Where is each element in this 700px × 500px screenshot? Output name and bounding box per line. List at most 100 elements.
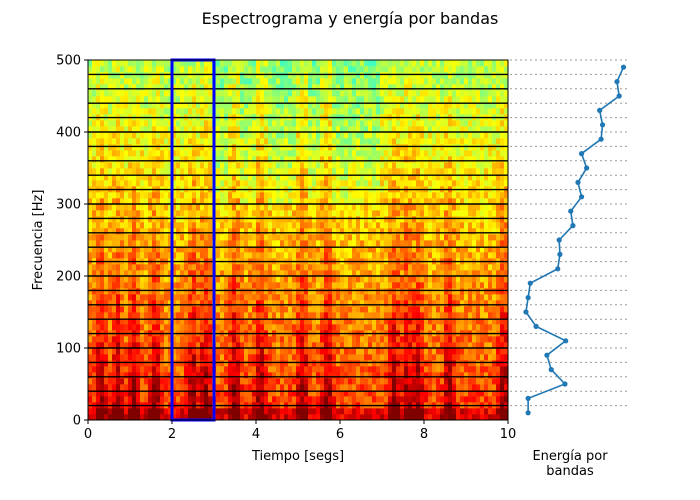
spectrogram-cell	[204, 210, 209, 217]
spectrogram-cell	[172, 384, 177, 391]
spectrogram-cell	[312, 282, 317, 289]
spectrogram-cell	[332, 132, 337, 139]
spectrogram-cell	[224, 126, 229, 133]
spectrogram-cell	[160, 396, 165, 403]
spectrogram-cell	[416, 306, 421, 313]
spectrogram-cell	[220, 360, 225, 367]
spectrogram-cell	[260, 390, 265, 397]
spectrogram-cell	[400, 318, 405, 325]
spectrogram-cell	[172, 276, 177, 283]
spectrogram-cell	[392, 372, 397, 379]
spectrogram-cell	[268, 342, 273, 349]
spectrogram-cell	[240, 66, 245, 73]
spectrogram-cell	[276, 210, 281, 217]
spectrogram-cell	[88, 246, 93, 253]
spectrogram-cell	[96, 372, 101, 379]
spectrogram-cell	[176, 216, 181, 223]
spectrogram-cell	[244, 270, 249, 277]
spectrogram-cell	[244, 372, 249, 379]
spectrogram-cell	[100, 180, 105, 187]
spectrogram-cell	[284, 306, 289, 313]
spectrogram-cell	[292, 180, 297, 187]
spectrogram-cell	[336, 252, 341, 259]
spectrogram-cell	[156, 60, 161, 67]
spectrogram-cell	[216, 414, 221, 421]
spectrogram-cell	[296, 276, 301, 283]
spectrogram-cell	[236, 360, 241, 367]
spectrogram-cell	[380, 138, 385, 145]
spectrogram-cell	[96, 132, 101, 139]
spectrogram-cell	[308, 150, 313, 157]
spectrogram-cell	[120, 78, 125, 85]
spectrogram-cell	[176, 78, 181, 85]
spectrogram-cell	[280, 228, 285, 235]
spectrogram-cell	[244, 234, 249, 241]
spectrogram-cell	[284, 162, 289, 169]
spectrogram-cell	[200, 204, 205, 211]
spectrogram-cell	[244, 336, 249, 343]
spectrogram-cell	[416, 192, 421, 199]
spectrogram-cell	[284, 108, 289, 115]
spectrogram-cell	[276, 414, 281, 421]
spectrogram-cell	[356, 282, 361, 289]
spectrogram-cell	[352, 366, 357, 373]
spectrogram-cell	[152, 240, 157, 247]
spectrogram-cell	[196, 312, 201, 319]
spectrogram-cell	[228, 414, 233, 421]
spectrogram-cell	[100, 324, 105, 331]
spectrogram-cell	[116, 246, 121, 253]
spectrogram-cell	[364, 276, 369, 283]
spectrogram-cell	[260, 234, 265, 241]
spectrogram-cell	[140, 318, 145, 325]
spectrogram-cell	[92, 360, 97, 367]
spectrogram-cell	[168, 210, 173, 217]
spectrogram-cell	[156, 342, 161, 349]
spectrogram-cell	[296, 78, 301, 85]
spectrogram-cell	[236, 324, 241, 331]
spectrogram-cell	[372, 84, 377, 91]
spectrogram-cell	[188, 414, 193, 421]
spectrogram-cell	[200, 96, 205, 103]
spectrogram-cell	[140, 150, 145, 157]
spectrogram-cell	[372, 378, 377, 385]
spectrogram-cell	[160, 384, 165, 391]
spectrogram-cell	[208, 108, 213, 115]
spectrogram-cell	[196, 144, 201, 151]
spectrogram-cell	[356, 306, 361, 313]
spectrogram-cell	[356, 174, 361, 181]
spectrogram-cell	[176, 90, 181, 97]
spectrogram-cell	[164, 372, 169, 379]
spectrogram-cell	[192, 324, 197, 331]
spectrogram-cell	[356, 144, 361, 151]
spectrogram-cell	[116, 156, 121, 163]
spectrogram-cell	[204, 264, 209, 271]
spectrogram-cell	[352, 180, 357, 187]
spectrogram-cell	[184, 228, 189, 235]
spectrogram-cell	[400, 180, 405, 187]
spectrogram-cell	[352, 102, 357, 109]
spectrogram-cell	[256, 354, 261, 361]
spectrogram-cell	[200, 318, 205, 325]
spectrogram-cell	[308, 360, 313, 367]
spectrogram-cell	[232, 180, 237, 187]
spectrogram-cell	[188, 180, 193, 187]
spectrogram-cell	[216, 342, 221, 349]
spectrogram-cell	[396, 372, 401, 379]
spectrogram-cell	[224, 174, 229, 181]
spectrogram-cell	[124, 210, 129, 217]
spectrogram-cell	[124, 132, 129, 139]
spectrogram-cell	[200, 84, 205, 91]
spectrogram-cell	[308, 318, 313, 325]
spectrogram-cell	[172, 252, 177, 259]
spectrogram-cell	[140, 96, 145, 103]
spectrogram-cell	[140, 180, 145, 187]
spectrogram-cell	[312, 192, 317, 199]
spectrogram-cell	[376, 384, 381, 391]
spectrogram-cell	[336, 414, 341, 421]
spectrogram-cell	[176, 276, 181, 283]
spectrogram-cell	[180, 270, 185, 277]
spectrogram-cell	[232, 396, 237, 403]
spectrogram-cell	[252, 366, 257, 373]
spectrogram-cell	[208, 60, 213, 67]
